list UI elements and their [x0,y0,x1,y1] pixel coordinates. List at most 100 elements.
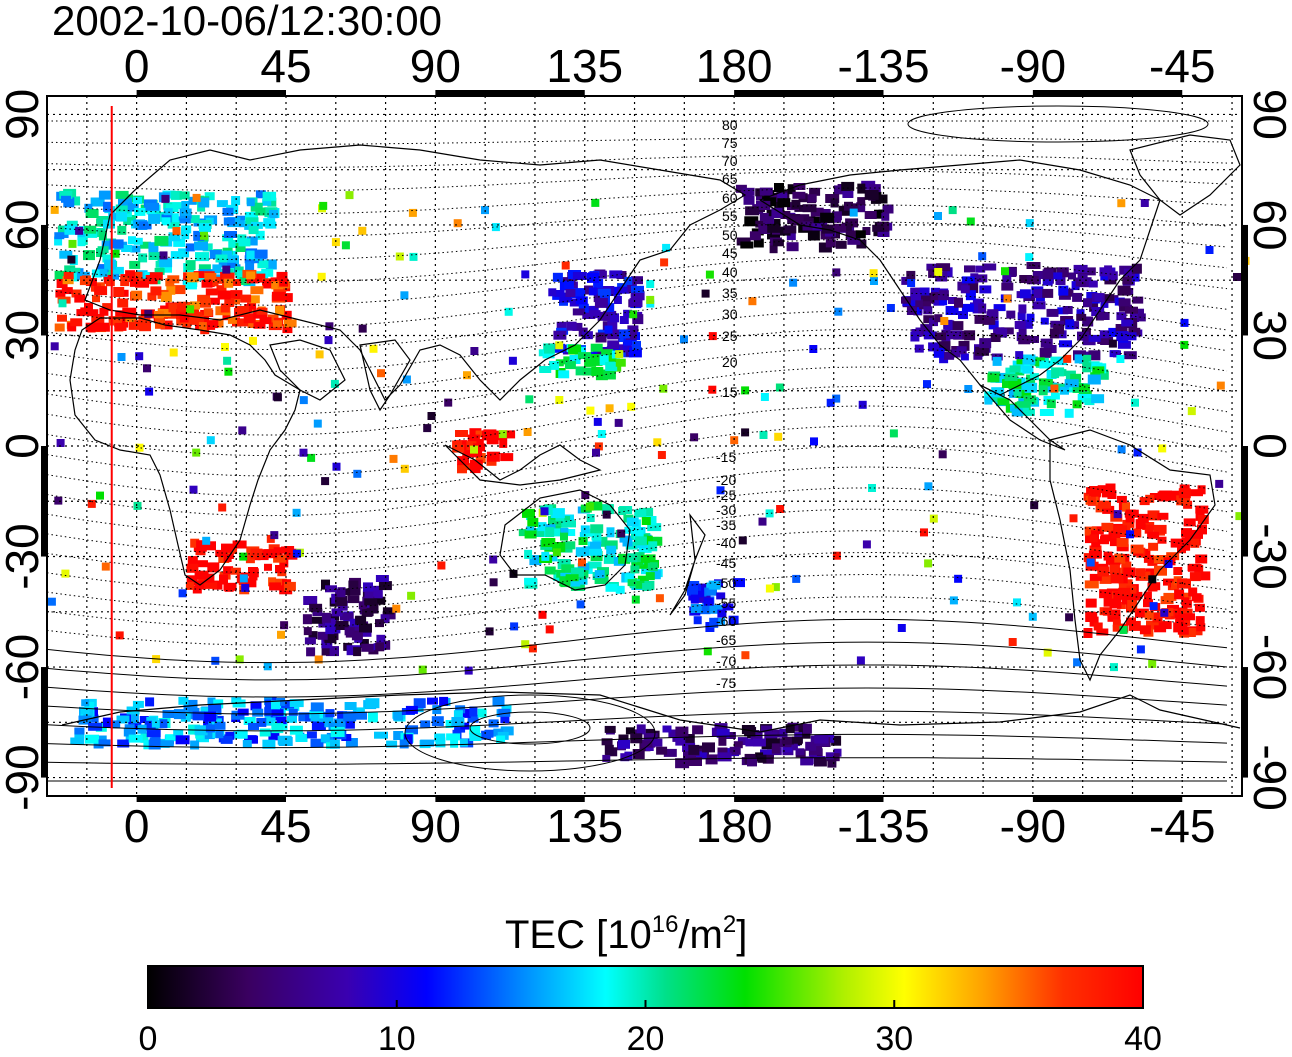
tec-cell [1180,592,1191,600]
tec-cell [647,562,658,572]
tec-cell [206,436,215,445]
tec-cell [631,595,640,604]
tec-cell [589,548,603,556]
tec-cell [539,366,552,373]
tec-cell [434,733,446,742]
tec-cell [781,736,794,745]
tec-cell [61,195,71,203]
tec-cell [605,583,618,592]
tec-cell [212,264,222,274]
tec-cell [548,516,561,525]
tec-cell [250,286,264,295]
tec-cell [500,453,514,462]
frame-bar [435,796,585,802]
tec-cell [355,615,367,625]
tec-cell [198,197,210,208]
tec-cell [117,739,130,748]
tec-cell [607,340,620,350]
top-longitude-ticks: 0 45 90 135 180 -135 -90 -45 [124,40,1216,92]
tec-cell [271,700,280,710]
tec-cell [267,197,277,207]
lon-tick-label: -90 [1000,800,1066,852]
lon-tick-label: 135 [546,40,623,92]
tec-cell [207,562,220,573]
tec-cell [552,548,561,557]
tec-cell [983,316,996,325]
tec-cell [688,757,702,766]
tec-cell [236,215,249,223]
tec-cell [541,538,556,547]
contour-line [46,757,1228,765]
tec-cell [276,702,285,713]
tec-cell [709,604,723,614]
tec-cell [1093,622,1103,631]
tec-cell [185,581,194,590]
tec-cell [149,737,161,748]
tec-cell [559,292,573,303]
tec-cell [630,291,645,301]
tec-cell [1096,628,1109,636]
tec-cell [708,385,717,394]
tec-cell [138,253,148,263]
tec-cell [759,187,773,196]
tec-cell [1101,522,1114,532]
tec-cell [802,204,817,213]
tec-cell [85,322,100,332]
tec-cell [659,384,668,393]
tec-cell [246,271,256,280]
tec-cell [605,353,617,363]
lat-tick-label: -30 [1244,523,1292,589]
frame-bar [41,446,47,557]
tec-cell [365,698,380,709]
tec-cell [972,298,984,307]
tec-cell [1039,409,1054,416]
tec-cell [901,296,911,304]
tec-cell [234,318,249,327]
tec-cell [780,211,791,219]
tec-cell [1143,554,1154,563]
tec-cell [1022,354,1036,365]
tec-cell [123,215,137,225]
tec-cell [1023,395,1036,404]
tec-cell [1118,587,1131,596]
tec-cell [965,290,976,301]
tec-cell [744,728,756,737]
tec-cell [767,223,781,233]
tec-cell [928,342,940,352]
tec-cell [869,269,878,278]
tec-cell [50,205,59,214]
tec-cell [792,191,806,199]
tec-cell [809,187,821,196]
tec-cell [1144,610,1154,620]
tec-cell [399,739,409,749]
tec-cell [632,749,645,759]
tec-cell [222,311,231,321]
tec-cell [923,315,935,324]
tec-cell [818,242,832,253]
lon-tick-label: -45 [1149,800,1215,852]
contour-label: -35 [716,517,736,533]
tec-cell [820,212,835,223]
tec-cell [961,276,975,284]
tec-cell [523,428,532,436]
tec-cell [663,748,677,757]
tec-cell [907,279,916,287]
tec-cell [151,720,160,728]
tec-cell [923,306,933,315]
tec-cell [1180,318,1189,327]
tec-cell [118,197,132,206]
tec-cell [1194,603,1205,612]
tec-cell [1131,398,1139,407]
tec-cell [586,514,595,522]
tec-cell [1099,589,1113,599]
tec-cell [464,463,475,471]
tec-cell [810,207,824,217]
tec-cell [216,285,227,295]
tec-cell [821,224,835,234]
tec-cell [1019,289,1031,299]
tec-cell [614,418,623,427]
tec-cell [324,336,333,345]
tec-cell [565,574,579,582]
tec-cell [235,655,244,664]
tec-cell [570,582,585,591]
